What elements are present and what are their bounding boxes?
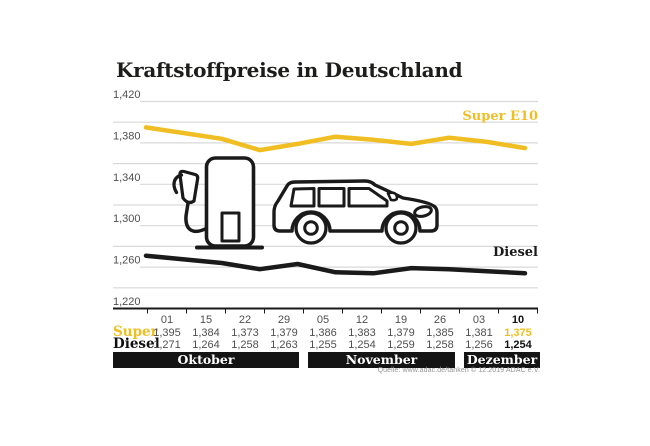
diesel-value-cell: 1,254 [348, 339, 376, 351]
page-title: Kraftstoffpreise in Deutschland [116, 58, 463, 82]
month-band-november: November [308, 352, 455, 368]
y-axis-label: 1,340 [113, 172, 141, 184]
super-value-cell: 1,375 [504, 327, 532, 339]
diesel-value-cell: 1,263 [270, 339, 298, 351]
diesel-value-cell: 1,259 [387, 339, 415, 351]
super-value-cell: 1,373 [231, 327, 259, 339]
fuel-pump-icon [172, 156, 264, 250]
super-value-cell: 1,384 [192, 327, 220, 339]
super-value-cell: 1,395 [153, 327, 181, 339]
y-axis-label: 1,300 [113, 213, 141, 225]
date-cell: 22 [238, 313, 252, 326]
super-value-cell: 1,385 [426, 327, 454, 339]
super-e10-line [143, 125, 528, 153]
line-layer [143, 125, 528, 276]
diesel-value-cell: 1,254 [504, 339, 532, 351]
date-cell: 10 [511, 313, 525, 326]
legend-diesel: Diesel [492, 245, 538, 260]
super-value-cell: 1,379 [387, 327, 415, 339]
super-value-cell: 1,381 [465, 327, 493, 339]
month-band-oktober: Oktober [113, 352, 299, 368]
car-icon [272, 179, 439, 245]
date-cell: 12 [355, 313, 369, 326]
diesel-value-cell: 1,258 [231, 339, 259, 351]
date-cell: 19 [394, 313, 408, 326]
y-axis-label: 1,380 [113, 130, 141, 142]
date-cell: 05 [316, 313, 330, 326]
diesel-value-cell: 1,271 [153, 339, 181, 351]
month-band-dezember: Dezember [464, 352, 540, 368]
diesel-value-cell: 1,258 [426, 339, 454, 351]
super-value-cell: 1,379 [270, 327, 298, 339]
source-note: Quelle: www.adac.de/tanken © 12.2019 ADA… [377, 367, 540, 374]
date-cell: 03 [472, 313, 486, 326]
date-cell: 26 [433, 313, 447, 326]
y-axis-label: 1,220 [113, 296, 141, 308]
diesel-value-cell: 1,264 [192, 339, 220, 351]
super-value-cell: 1,383 [348, 327, 376, 339]
diesel-value-cell: 1,256 [465, 339, 493, 351]
legend-super-e10: Super E10 [462, 109, 538, 124]
y-axis-label: 1,420 [113, 89, 141, 101]
date-cell: 01 [160, 313, 174, 326]
diesel-line [143, 253, 528, 276]
diesel-value-cell: 1,255 [309, 339, 337, 351]
super-value-cell: 1,386 [309, 327, 337, 339]
date-cell: 29 [277, 313, 291, 326]
diesel-row-label: Diesel [113, 336, 160, 352]
date-cell: 15 [199, 313, 213, 326]
y-axis-label: 1,260 [113, 255, 141, 267]
super-row-label: Super [113, 324, 158, 340]
